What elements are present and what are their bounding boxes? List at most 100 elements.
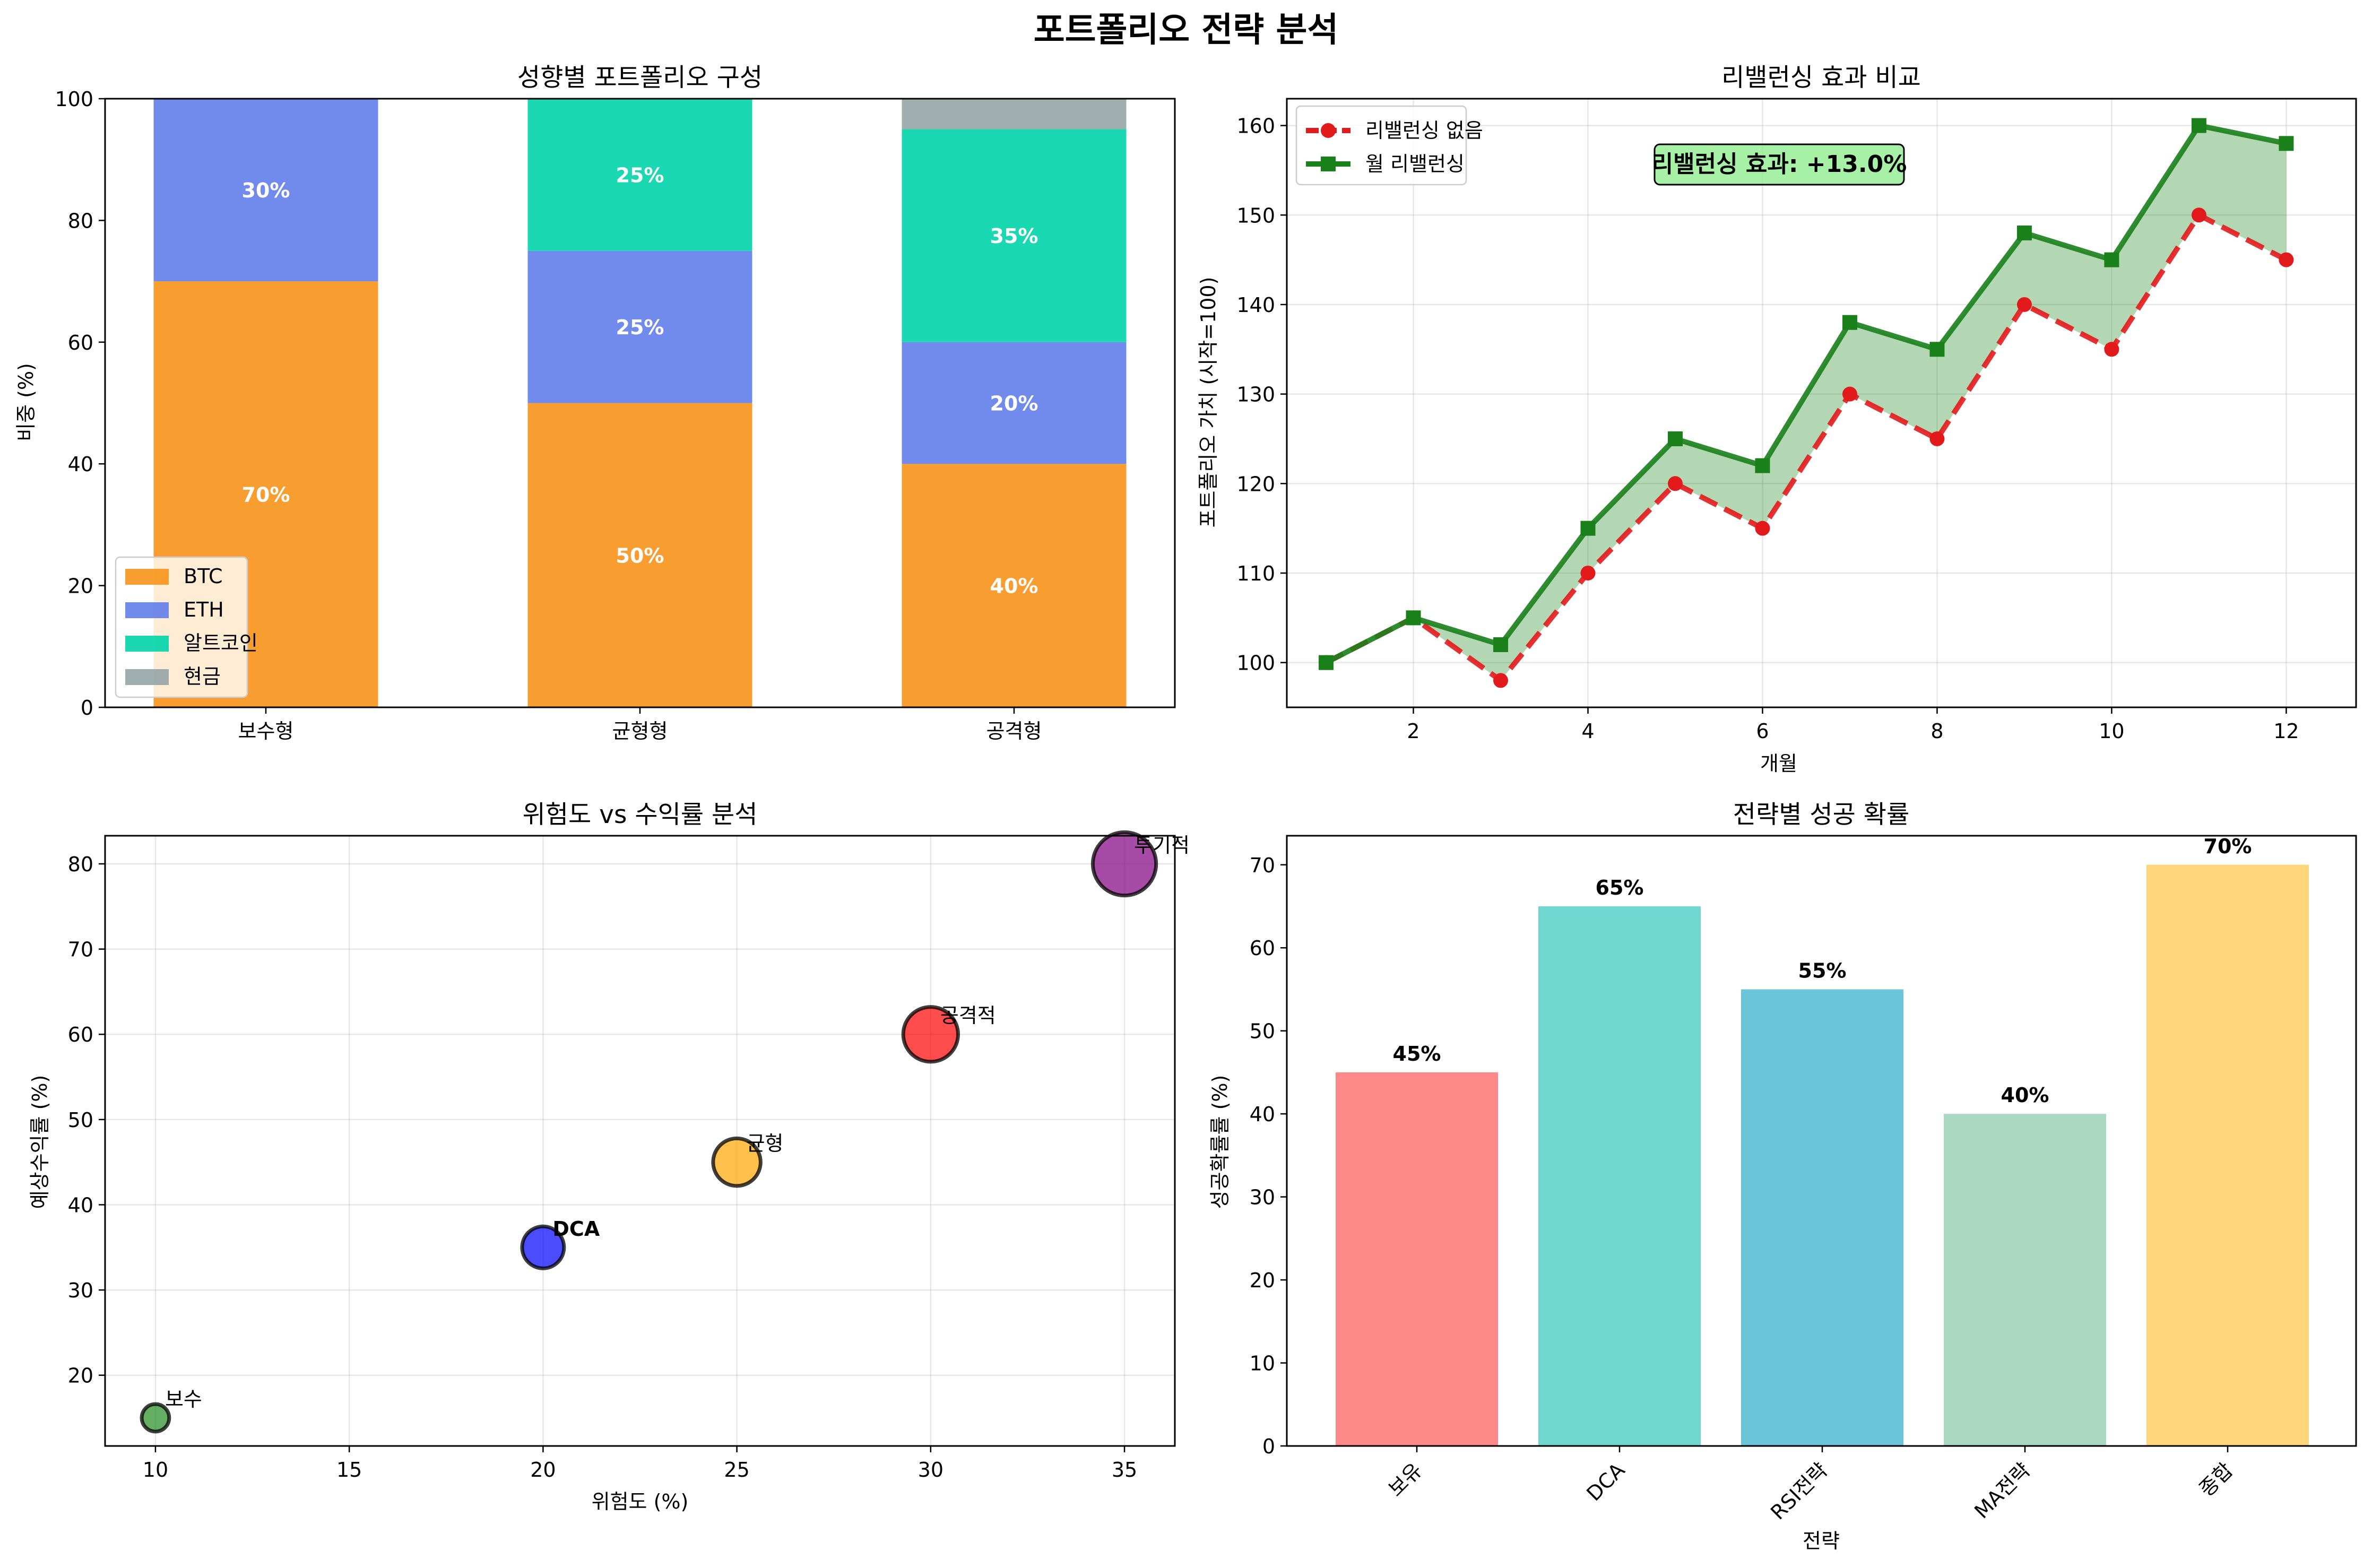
rebalance-annotation: 리밸런싱 효과: +13.0%: [1652, 143, 1907, 186]
risk-return-point-label: DCA: [552, 1217, 600, 1241]
risk-return-ytick-label: 30: [68, 1279, 93, 1302]
rebalance-point: [1667, 476, 1683, 491]
allocation-ytick-label: 60: [68, 331, 93, 354]
rebalance-legend-marker: [1321, 157, 1336, 171]
success-rate-bar: [1741, 989, 1903, 1446]
risk-return-point-label: 보수: [165, 1388, 202, 1411]
allocation-legend-frame: [115, 556, 248, 698]
risk-return-ytick-label: 50: [68, 1108, 93, 1132]
risk-return-xtick-label: 25: [724, 1458, 749, 1482]
success-rate-ytick-label: 60: [1250, 937, 1275, 960]
risk-return-ylabel: 예상수익률 (%): [28, 1075, 51, 1209]
success-rate-xtick-label: 종합: [2195, 1458, 2238, 1501]
rebalance-legend-label: 월 리밸런싱: [1365, 152, 1465, 176]
risk-return-xtick-label: 35: [1112, 1458, 1137, 1482]
rebalance-axes: 100 110 120 130 140 150 160 2 4 6 8 10 12: [1236, 98, 2357, 743]
allocation-ytick-label: 20: [68, 575, 93, 598]
rebalance-ytick-label: 130: [1236, 383, 1275, 406]
allocation-bar-label: 50%: [616, 544, 664, 567]
rebalance-frame: [1286, 98, 2357, 708]
allocation-bar-label: 25%: [616, 316, 664, 339]
rebalance-point: [1406, 610, 1421, 626]
rebalance-xtick-label: 4: [1581, 720, 1594, 743]
rebalance-ytick-label: 110: [1236, 562, 1275, 585]
allocation-bar-label: 20%: [990, 392, 1038, 415]
chart-success-rate: 전략별 성공 확률 전략 성공확률률 (%) 45% 65% 55% 40% 70% 0…: [1208, 800, 2357, 1553]
rebalance-point: [1580, 521, 1596, 536]
rebalance-point: [1580, 565, 1596, 581]
rebalance-point: [1493, 673, 1508, 688]
rebalance-annotation-text: 리밸런싱 효과: +13.0%: [1652, 151, 1907, 178]
rebalance-point: [1842, 315, 1857, 330]
rebalance-title: 리밸런싱 효과 비교: [1721, 63, 1921, 92]
rebalance-point: [2016, 297, 2032, 312]
success-rate-xtick-label: 보유: [1384, 1458, 1427, 1501]
rebalance-xtick-label: 12: [2273, 720, 2299, 743]
rebalance-point: [2279, 136, 2294, 151]
risk-return-axes: 20 30 40 50 60 70 80 10 15 20 25 30 35: [68, 835, 1176, 1482]
rebalance-point: [2279, 252, 2294, 267]
success-rate-ytick-label: 40: [1250, 1103, 1275, 1126]
risk-return-point-label: 균형: [747, 1132, 784, 1155]
rebalance-point: [1929, 342, 1945, 357]
allocation-xtick-label: 공격형: [986, 720, 1042, 743]
allocation-bar-label: 30%: [242, 179, 290, 202]
success-rate-xtick-label: RSI전략: [1766, 1458, 1832, 1524]
rebalance-point: [1755, 521, 1770, 536]
rebalance-grid: [1287, 99, 2356, 707]
allocation-xtick-label: 보수형: [238, 720, 294, 743]
success-rate-bar-label: 70%: [2204, 835, 2252, 858]
rebalance-legend-marker: [1321, 123, 1336, 138]
allocation-legend-label: 현금: [184, 665, 221, 688]
risk-return-ytick-label: 20: [68, 1364, 93, 1388]
success-rate-bar: [2146, 864, 2309, 1446]
allocation-bar-알트코인: [902, 129, 1127, 342]
rebalance-point: [1755, 458, 1770, 473]
rebalance-legend: 리밸런싱 없음월 리밸런싱: [1295, 105, 1483, 186]
allocation-bars: 70% 30% 50% 25% 25% 40% 20% 35%: [153, 99, 1127, 707]
allocation-bar-현금: [902, 99, 1127, 129]
rebalance-xtick-label: 10: [2099, 720, 2124, 743]
rebalance-xlabel: 개월: [1760, 752, 1797, 775]
allocation-ytick-label: 80: [68, 209, 93, 232]
risk-return-ytick-label: 80: [68, 853, 93, 876]
rebalance-point: [2191, 118, 2206, 133]
allocation-legend-swatch: [125, 569, 169, 585]
allocation-legend-label: ETH: [184, 598, 224, 621]
chart-risk-return: 위험도 vs 수익률 분석 위험도 (%) 예상수익률 (%) 보수 DCA 균형 공…: [28, 800, 1190, 1513]
rebalance-ytick-label: 120: [1236, 472, 1275, 496]
rebalance-point: [2016, 226, 2032, 241]
success-rate-bar: [1944, 1114, 2106, 1446]
risk-return-frame: [104, 835, 1176, 1447]
rebalance-point: [1319, 655, 1334, 670]
rebalance-annotation-box: [1654, 143, 1905, 186]
allocation-bar-label: 25%: [616, 163, 664, 187]
success-rate-bar: [1538, 906, 1701, 1446]
risk-return-title: 위험도 vs 수익률 분석: [522, 800, 757, 829]
risk-return-xlabel: 위험도 (%): [592, 1490, 689, 1513]
risk-return-ytick-label: 60: [68, 1023, 93, 1046]
success-rate-ytick-label: 20: [1250, 1269, 1275, 1292]
allocation-bar-BTC: [902, 464, 1127, 707]
success-rate-bar-label: 40%: [2001, 1084, 2049, 1107]
risk-return-bubble: [1090, 830, 1158, 898]
allocation-bar-ETH: [902, 342, 1127, 464]
allocation-ytick-label: 40: [68, 453, 93, 476]
allocation-bar-BTC: [527, 403, 752, 707]
allocation-bar-label: 70%: [242, 483, 290, 507]
risk-return-plot: 보수 DCA 균형 공격적 투기적: [140, 830, 1190, 1434]
rebalance-ytick-label: 160: [1236, 115, 1275, 138]
rebalance-fill-between: [1326, 125, 2287, 681]
allocation-xtick-label: 균형형: [612, 720, 668, 743]
risk-return-point-label: 공격적: [940, 1004, 996, 1027]
allocation-ylabel: 비중 (%): [14, 363, 38, 441]
risk-return-bubble: [520, 1224, 566, 1270]
success-rate-ytick-label: 30: [1250, 1186, 1275, 1209]
chart-rebalance: 리밸런싱 효과 비교 개월 포트폴리오 가치 (시작=100) 100 110 12…: [1197, 63, 2357, 775]
success-rate-ytick-label: 50: [1250, 1020, 1275, 1043]
rebalance-ytick-label: 100: [1236, 652, 1275, 675]
allocation-legend-swatch: [125, 602, 169, 618]
allocation-bar-ETH: [527, 250, 752, 403]
